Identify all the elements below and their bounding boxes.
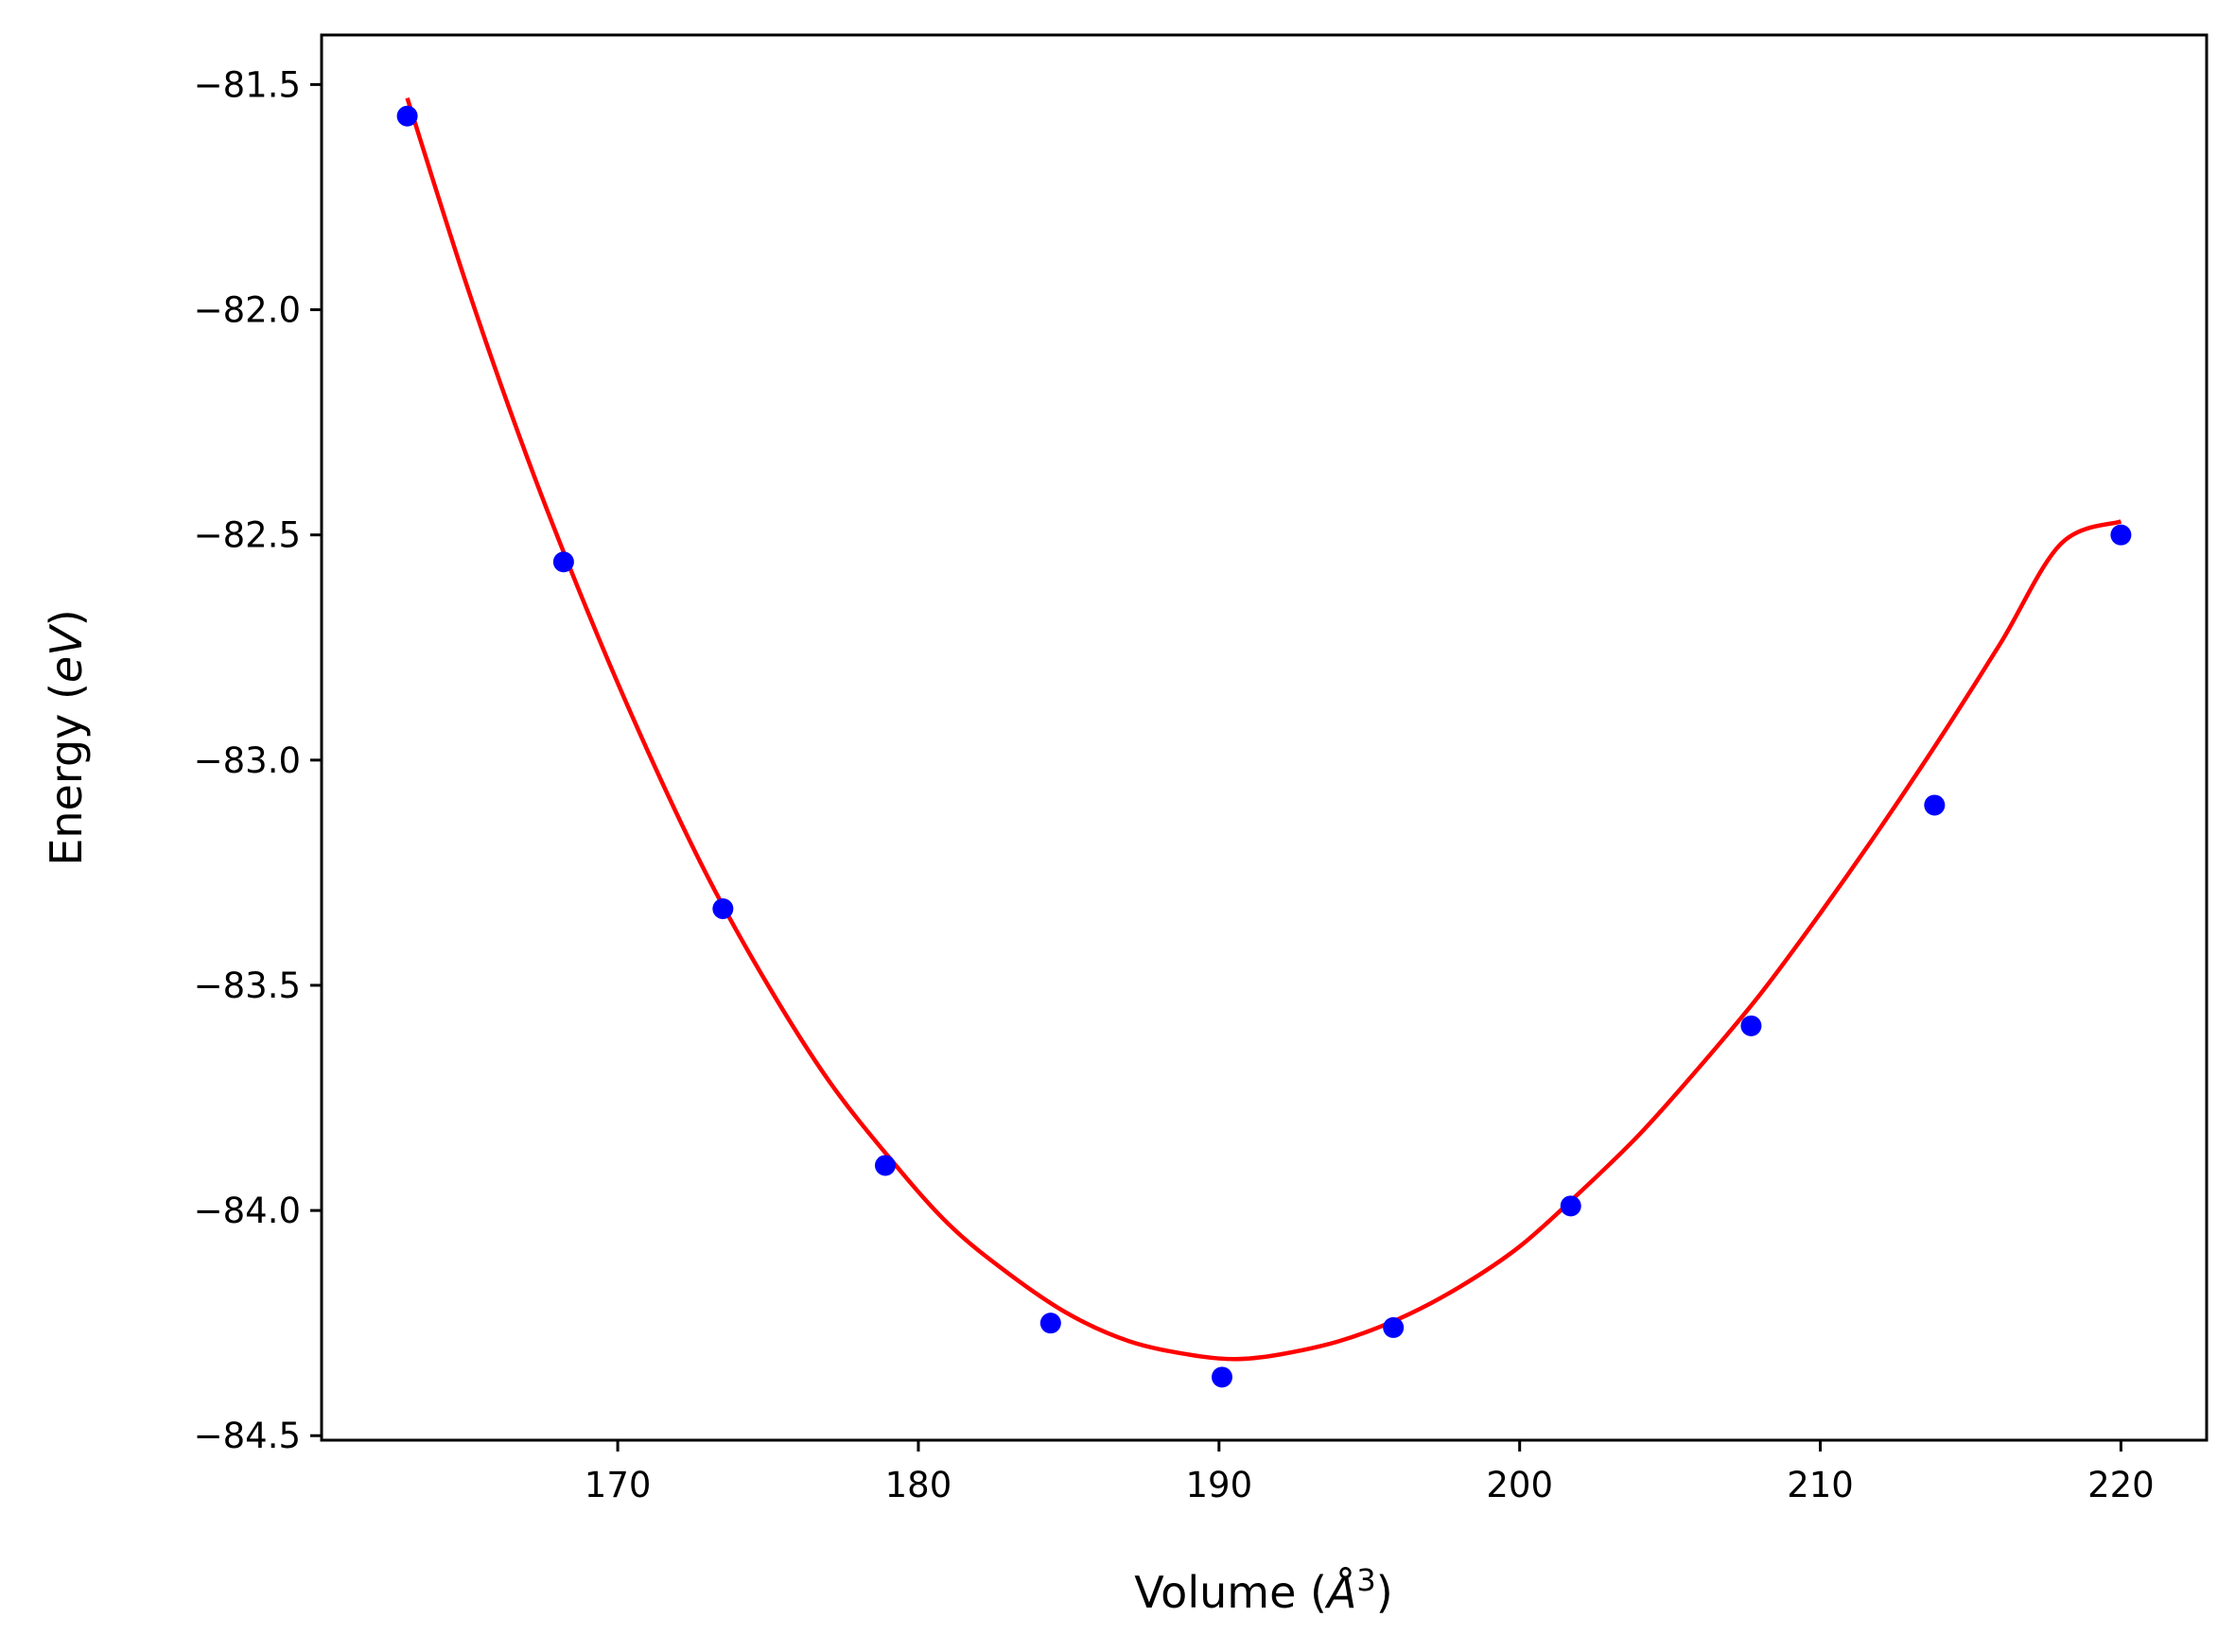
y-axis-label: Energy (eV) <box>41 609 92 865</box>
x-tick-label: 210 <box>1787 1465 1854 1505</box>
data-point <box>2110 524 2132 546</box>
x-axis-label-suffix: ) <box>1376 1567 1393 1618</box>
data-point <box>552 551 574 573</box>
x-tick-label: 170 <box>585 1465 652 1505</box>
fit-curve-line <box>405 96 2122 1362</box>
x-tick-label: 180 <box>885 1465 952 1505</box>
y-tick-label: −82.0 <box>194 290 301 331</box>
y-tick-label: −83.0 <box>194 740 301 781</box>
x-axis-label: Volume (Å3) <box>1134 1562 1392 1618</box>
x-axis-label-math: Å <box>1324 1567 1356 1618</box>
y-axis-label-math: eV <box>41 623 92 683</box>
x-tick-label: 220 <box>2087 1465 2155 1505</box>
data-point <box>1560 1195 1581 1217</box>
y-tick-label: −84.5 <box>194 1416 301 1456</box>
x-axis-label-prefix: Volume ( <box>1134 1567 1327 1618</box>
data-point <box>1740 1015 1762 1036</box>
x-axis-label-superscript: 3 <box>1356 1562 1375 1598</box>
y-axis-ticks: −81.5 −82.0 −82.5 −83.0 −83.5 −84.0 −84.5 <box>194 64 322 1456</box>
data-point <box>874 1155 896 1176</box>
y-tick-label: −84.0 <box>194 1191 301 1231</box>
x-tick-label: 200 <box>1486 1465 1553 1505</box>
y-tick-label: −83.5 <box>194 965 301 1006</box>
y-axis-label-prefix: Energy ( <box>41 683 92 866</box>
y-axis-label-suffix: ) <box>41 609 92 626</box>
y-tick-label: −82.5 <box>194 515 301 556</box>
x-axis-ticks: 170 180 190 200 210 220 <box>585 1440 2155 1505</box>
x-tick-label: 190 <box>1186 1465 1253 1505</box>
data-point <box>1924 794 1946 816</box>
y-tick-label: −81.5 <box>194 64 301 105</box>
data-point <box>712 897 734 919</box>
data-point <box>1211 1366 1232 1388</box>
plot-frame <box>320 33 2209 1442</box>
data-point <box>396 105 418 127</box>
series-layer <box>396 96 2132 1388</box>
data-point <box>1039 1313 1061 1334</box>
data-point <box>1383 1316 1405 1338</box>
